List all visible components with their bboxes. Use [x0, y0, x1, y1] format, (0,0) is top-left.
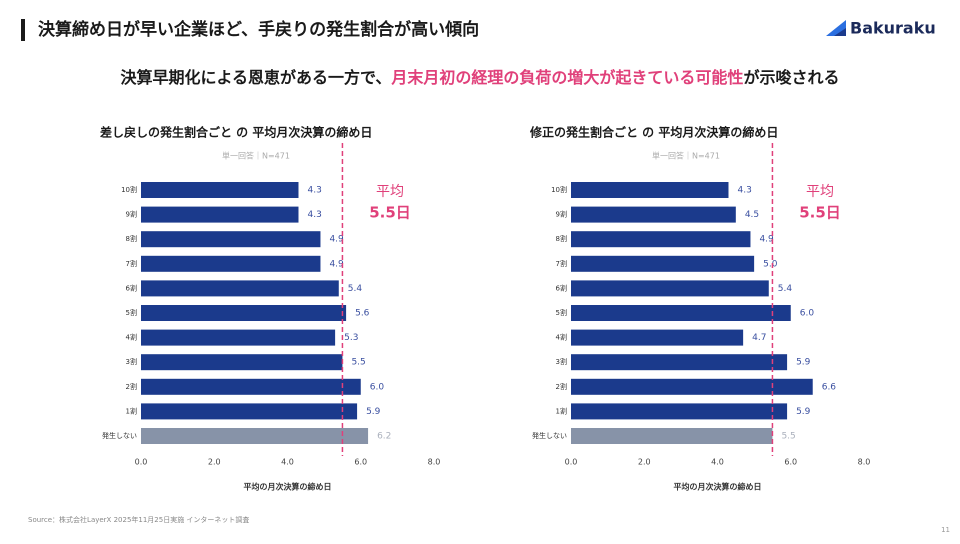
y-tick-label: 7割 — [556, 259, 567, 268]
x-tick-label: 0.0 — [135, 458, 148, 467]
value-label: 5.4 — [778, 284, 793, 294]
value-label: 5.9 — [796, 358, 811, 368]
y-tick-label: 10割 — [121, 185, 137, 194]
value-label: 5.9 — [366, 407, 381, 417]
bar — [571, 182, 729, 198]
average-title: 平均 — [806, 184, 834, 200]
value-label: 4.3 — [307, 210, 321, 220]
value-label: 5.5 — [781, 432, 795, 442]
x-tick-label: 2.0 — [638, 458, 651, 467]
bar — [571, 255, 755, 272]
chart-subtitle: 単一回答｜N=471 — [652, 151, 720, 161]
y-tick-label: 発生しない — [532, 431, 567, 440]
x-tick-label: 4.0 — [711, 458, 724, 467]
value-label: 6.0 — [370, 382, 385, 392]
value-label: 6.2 — [377, 432, 391, 442]
bar — [571, 329, 744, 346]
logo: Bakuraku — [850, 19, 936, 38]
x-axis-label: 平均の月次決算の締め日 — [244, 482, 332, 492]
subtitle-part: 決算早期化による恩恵がある一方で、 — [121, 68, 392, 87]
bar — [141, 329, 336, 346]
bar — [571, 428, 773, 444]
y-tick-label: 1割 — [556, 406, 567, 415]
value-label: 4.7 — [752, 333, 766, 343]
y-tick-label: 4割 — [126, 333, 137, 342]
y-tick-label: 2割 — [556, 382, 567, 391]
average-label: 5.5日 — [799, 204, 841, 222]
subtitle-part: 月末月初の経理の負荷の増大が起きている可能性 — [390, 68, 743, 87]
bar — [141, 231, 321, 248]
average-label: 5.5日 — [369, 204, 411, 222]
y-tick-label: 5割 — [126, 308, 137, 317]
slide-subtitle: 決算早期化による恩恵がある一方で、月末月初の経理の負荷の増大が起きている可能性が… — [121, 68, 840, 87]
bar — [141, 255, 321, 272]
value-label: 5.6 — [355, 309, 370, 319]
y-tick-label: 発生しない — [102, 431, 137, 440]
bar — [141, 354, 343, 371]
value-label: 4.9 — [329, 259, 344, 269]
y-tick-label: 9割 — [556, 210, 567, 219]
y-tick-label: 2割 — [126, 382, 137, 391]
bar — [571, 354, 788, 371]
bar — [571, 280, 769, 297]
x-tick-label: 4.0 — [281, 458, 294, 467]
slide-title: 決算締め日が早い企業ほど、手戻りの発生割合が高い傾向 — [38, 19, 479, 40]
y-tick-label: 8割 — [126, 234, 137, 243]
bar — [571, 378, 813, 395]
title-bar — [21, 19, 25, 41]
x-tick-label: 6.0 — [354, 458, 367, 467]
y-tick-label: 5割 — [556, 308, 567, 317]
y-tick-label: 3割 — [556, 357, 567, 366]
value-label: 5.0 — [763, 259, 778, 269]
y-tick-label: 7割 — [126, 259, 137, 268]
bar — [141, 206, 299, 223]
bar — [141, 280, 339, 297]
y-tick-label: 8割 — [556, 234, 567, 243]
y-tick-label: 1割 — [126, 406, 137, 415]
x-tick-label: 8.0 — [858, 458, 871, 467]
x-tick-label: 0.0 — [565, 458, 578, 467]
value-label: 6.6 — [822, 382, 837, 392]
source: Source：株式会社LayerX 2025年11月25日実施 インターネット調… — [28, 515, 249, 524]
x-tick-label: 6.0 — [784, 458, 797, 467]
bar — [571, 231, 751, 248]
bar — [141, 182, 299, 198]
bar — [571, 206, 736, 223]
value-label: 5.5 — [351, 358, 365, 368]
value-label: 6.0 — [800, 309, 815, 319]
chart-title: 差し戻しの発生割合ごと の 平均月次決算の締め日 — [99, 125, 372, 140]
logo-mark — [834, 28, 846, 36]
bar — [141, 305, 347, 321]
y-tick-label: 9割 — [126, 210, 137, 219]
chart-title: 修正の発生割合ごと の 平均月次決算の締め日 — [529, 125, 778, 140]
y-tick-label: 10割 — [551, 185, 567, 194]
subtitle-part: が示唆される — [743, 68, 839, 87]
bar — [141, 378, 361, 395]
y-tick-label: 6割 — [126, 283, 137, 292]
value-label: 5.9 — [796, 407, 811, 417]
x-tick-label: 2.0 — [208, 458, 221, 467]
value-label: 4.9 — [759, 235, 774, 245]
average-title: 平均 — [376, 184, 404, 200]
x-axis-label: 平均の月次決算の締め日 — [674, 482, 762, 492]
value-label: 4.3 — [737, 186, 751, 196]
bar — [141, 428, 369, 444]
value-label: 4.5 — [745, 210, 759, 220]
bar — [141, 403, 358, 420]
value-label: 4.3 — [307, 186, 321, 196]
bar — [571, 305, 791, 321]
y-tick-label: 4割 — [556, 333, 567, 342]
y-tick-label: 3割 — [126, 357, 137, 366]
value-label: 4.9 — [329, 235, 344, 245]
page-number: 11 — [941, 526, 950, 534]
value-label: 5.4 — [348, 284, 363, 294]
x-tick-label: 8.0 — [428, 458, 441, 467]
chart-subtitle: 単一回答｜N=471 — [222, 151, 290, 161]
bar — [571, 403, 788, 420]
value-label: 5.3 — [344, 333, 358, 343]
y-tick-label: 6割 — [556, 283, 567, 292]
